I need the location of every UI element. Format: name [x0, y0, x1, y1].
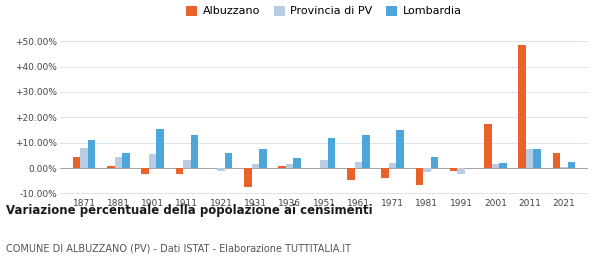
Bar	[88, 140, 95, 168]
Bar	[244, 168, 251, 187]
Bar	[320, 160, 328, 168]
Bar	[362, 135, 370, 168]
Bar	[560, 167, 568, 168]
Bar	[423, 168, 431, 172]
Legend: Albuzzano, Provincia di PV, Lombardia: Albuzzano, Provincia di PV, Lombardia	[184, 3, 464, 19]
Bar	[191, 135, 198, 168]
Bar	[499, 163, 507, 168]
Text: Variazione percentuale della popolazione ai censimenti: Variazione percentuale della popolazione…	[6, 204, 373, 217]
Text: COMUNE DI ALBUZZANO (PV) - Dati ISTAT - Elaborazione TUTTITALIA.IT: COMUNE DI ALBUZZANO (PV) - Dati ISTAT - …	[6, 244, 351, 254]
Bar	[381, 168, 389, 178]
Bar	[176, 168, 183, 174]
Bar	[141, 168, 149, 174]
Bar	[568, 162, 575, 168]
Bar	[518, 45, 526, 168]
Bar	[183, 160, 191, 168]
Bar	[259, 149, 267, 168]
Bar	[457, 168, 465, 174]
Bar	[355, 162, 362, 168]
Bar	[491, 164, 499, 168]
Bar	[217, 168, 225, 171]
Bar	[431, 157, 438, 168]
Bar	[397, 130, 404, 168]
Bar	[149, 154, 157, 168]
Bar	[553, 153, 560, 168]
Bar	[533, 149, 541, 168]
Bar	[328, 138, 335, 168]
Bar	[278, 165, 286, 168]
Bar	[389, 163, 397, 168]
Bar	[115, 157, 122, 168]
Bar	[450, 168, 457, 171]
Bar	[416, 168, 423, 185]
Bar	[80, 148, 88, 168]
Bar	[484, 124, 491, 168]
Bar	[526, 149, 533, 168]
Bar	[73, 157, 80, 168]
Bar	[293, 158, 301, 168]
Bar	[286, 164, 293, 168]
Bar	[251, 164, 259, 168]
Bar	[157, 129, 164, 168]
Bar	[225, 153, 232, 168]
Bar	[347, 168, 355, 179]
Bar	[107, 165, 115, 168]
Bar	[122, 153, 130, 168]
